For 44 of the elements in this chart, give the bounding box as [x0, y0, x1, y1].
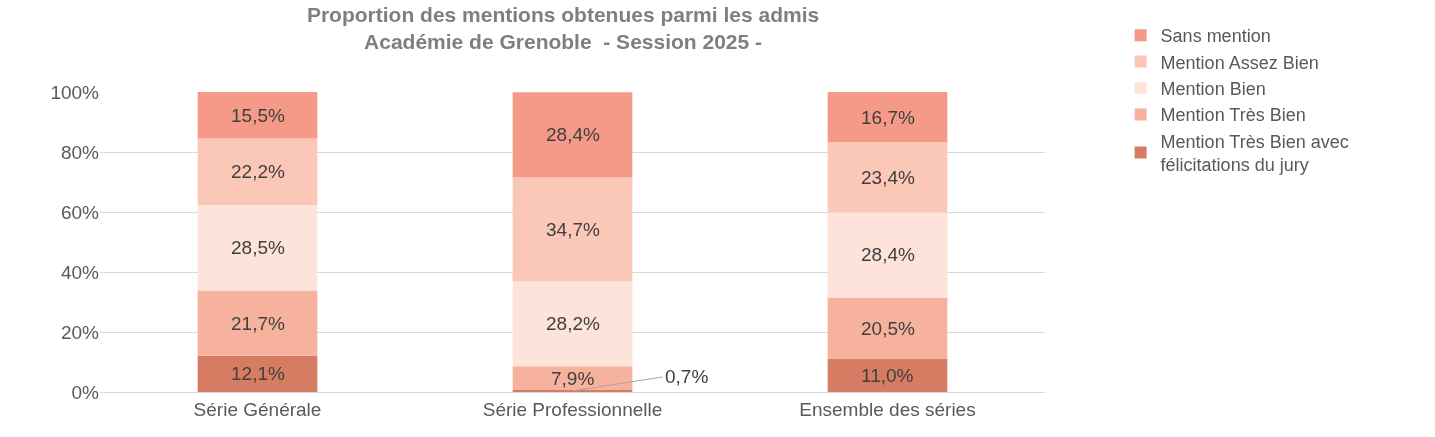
data-label: 28,4%: [546, 124, 600, 145]
legend-label: Mention Assez Bien: [1160, 52, 1319, 73]
y-tick-label: 100%: [50, 81, 100, 103]
data-label: 21,7%: [231, 313, 285, 334]
bar: [827, 212, 948, 298]
x-tick-label: Ensemble des séries: [799, 398, 976, 420]
legend-label: Mention Très Bien avec félicitations du jury: [1160, 131, 1349, 176]
bar: [512, 177, 633, 282]
data-label: 28,5%: [231, 237, 285, 258]
bar: [827, 142, 948, 213]
bar: [197, 290, 318, 356]
data-label: 0,7%: [665, 366, 709, 387]
bar: [512, 281, 633, 367]
bar: [512, 389, 633, 392]
x-tick-label: Série Professionnelle: [482, 398, 663, 420]
bar: [197, 138, 318, 206]
bar: [512, 92, 633, 178]
y-tick-label: 40%: [60, 261, 100, 283]
data-label: 16,7%: [861, 107, 915, 128]
bar: [197, 92, 318, 139]
data-label: 15,5%: [231, 105, 285, 126]
legend-label: Mention Bien: [1160, 79, 1266, 100]
bar: [197, 205, 318, 291]
data-label: 20,5%: [861, 318, 915, 339]
data-label: 22,2%: [231, 161, 285, 182]
y-tick-label: 20%: [60, 321, 100, 343]
data-label: 11,0%: [861, 365, 914, 386]
data-label: 12,1%: [231, 363, 285, 384]
bar: [197, 355, 318, 392]
data-label: 28,2%: [546, 313, 600, 334]
legend-label: Mention Très Bien: [1160, 105, 1306, 126]
x-tick-label: Série Générale: [193, 398, 322, 420]
bar: [827, 92, 948, 143]
y-tick-label: 80%: [60, 141, 100, 163]
y-tick-label: 0%: [71, 381, 100, 403]
data-label: 23,4%: [861, 167, 915, 188]
chart-title: Proportion des mentions obtenues parmi les admis Académie de Grenoble - Session 2025 -: [306, 2, 820, 54]
data-label: 7,9%: [551, 368, 595, 389]
y-tick-label: 60%: [60, 201, 100, 223]
legend-label: Sans mention: [1160, 26, 1271, 47]
bar: [827, 359, 948, 392]
bar: [827, 297, 948, 359]
data-label: 34,7%: [546, 219, 600, 240]
data-label: 28,4%: [861, 244, 915, 265]
